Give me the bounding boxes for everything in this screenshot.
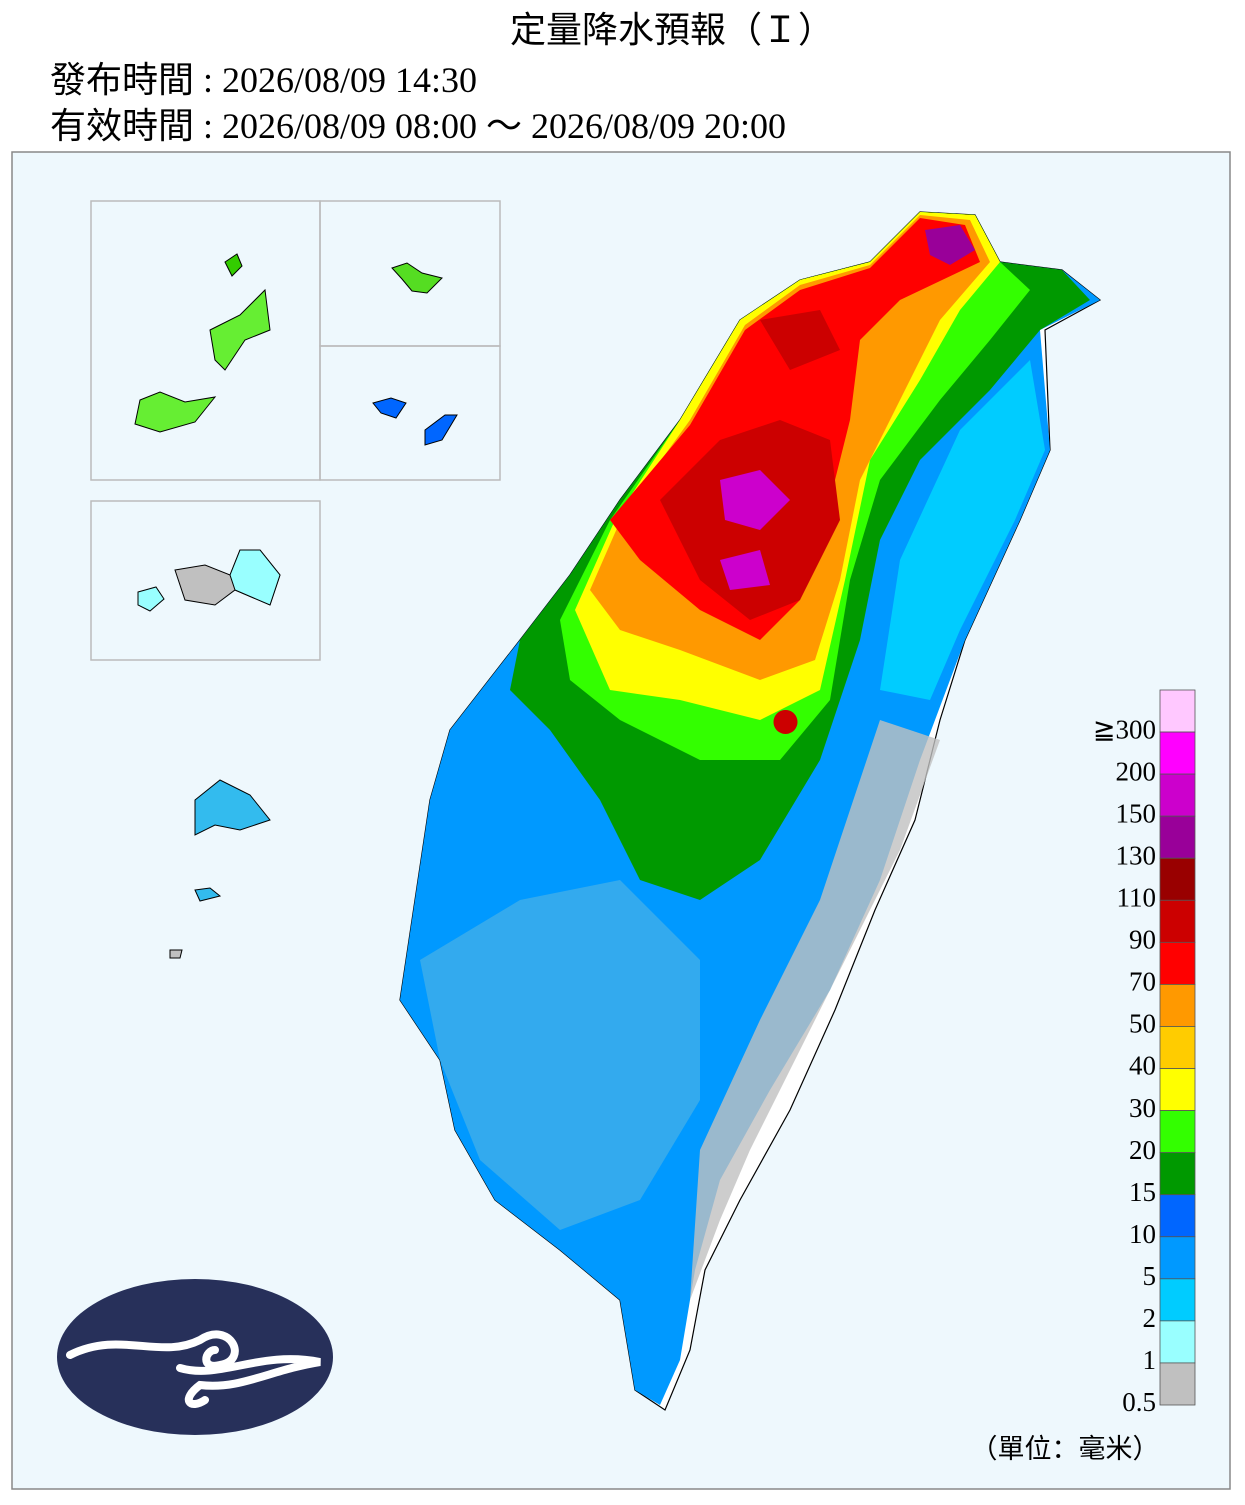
legend-swatch — [1159, 815, 1196, 859]
legend-swatch — [1159, 1362, 1196, 1406]
legend-label: 5 — [1143, 1261, 1157, 1291]
issued-time: 發布時間 : 2026/08/09 14:30 — [50, 60, 477, 100]
legend-label: 1 — [1143, 1345, 1157, 1375]
inset-islands — [134, 253, 458, 959]
legend-swatch — [1159, 857, 1196, 901]
legend-swatch — [1159, 731, 1196, 775]
legend-swatch — [1159, 899, 1196, 943]
legend-label: 110 — [1117, 882, 1157, 912]
legend-label: 50 — [1129, 1009, 1156, 1039]
legend-label: 2 — [1143, 1303, 1157, 1333]
legend-swatch — [1159, 1026, 1196, 1069]
legend-swatch — [1159, 1278, 1196, 1322]
legend-swatch — [1159, 689, 1196, 733]
legend-label: 0.5 — [1122, 1387, 1156, 1417]
legend-label: ≧300 — [1093, 714, 1156, 744]
legend-swatch — [1159, 941, 1196, 985]
legend-label: 10 — [1129, 1219, 1156, 1249]
legend-label: 90 — [1129, 925, 1156, 955]
legend-label: 40 — [1129, 1051, 1156, 1081]
valid-time: 有效時間 : 2026/08/09 08:00 ～ 2026/08/09 20:… — [50, 106, 786, 146]
legend-label: 70 — [1129, 967, 1156, 997]
legend-swatch — [1159, 1320, 1196, 1364]
legend-label: 150 — [1116, 798, 1157, 828]
legend-label: 200 — [1116, 756, 1157, 786]
taiwan-rainfall — [399, 211, 1102, 1411]
legend-swatch — [1159, 1152, 1196, 1196]
insets — [90, 200, 501, 661]
legend-swatch — [1159, 1110, 1196, 1154]
legend-label: 130 — [1116, 840, 1157, 870]
unit-label: （單位：毫米） — [971, 1434, 1160, 1464]
legend-label: 30 — [1129, 1093, 1156, 1123]
legend-label: 20 — [1129, 1135, 1156, 1165]
legend-swatch — [1159, 1068, 1196, 1111]
logo — [57, 1279, 333, 1435]
legend: ≧300 200 150 130 110 90 70 50 40 30 20 15 10 5 2 1 0.5 — [1093, 689, 1196, 1417]
legend-label: 15 — [1129, 1177, 1156, 1207]
legend-swatch — [1159, 1194, 1196, 1238]
legend-swatch — [1159, 1236, 1196, 1280]
legend-swatch — [1159, 984, 1196, 1027]
title: 定量降水預報（Ｉ） — [510, 10, 834, 50]
legend-swatch — [1159, 773, 1196, 817]
